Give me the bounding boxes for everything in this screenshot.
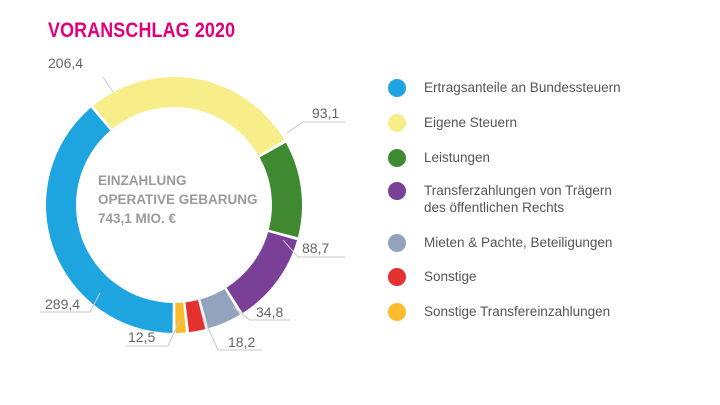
legend-swatch [388, 79, 406, 97]
leader-line [282, 239, 345, 258]
legend-swatch [388, 182, 406, 200]
donut-segment [226, 232, 298, 314]
legend-label: Ertragsanteile an Bundessteuern [424, 80, 621, 95]
center-text: OPERATIVE GEBARUNG [98, 192, 258, 207]
legend-item: Mieten & Pachte, Beteiligungen [388, 234, 684, 252]
leader-line [102, 76, 114, 93]
legend-swatch [388, 114, 406, 132]
legend-label: Sonstige Transfereinzahlungen [424, 304, 611, 319]
leader-line [126, 319, 181, 347]
donut-segment [175, 302, 186, 333]
leader-line [232, 306, 290, 321]
donut-segment [93, 77, 285, 156]
data-label: 206,4 [48, 55, 83, 71]
center-text: 743,1 MIO. € [98, 211, 177, 226]
legend-item: Eigene Steuern [388, 114, 684, 132]
center-text: EINZAHLUNG [98, 173, 187, 188]
data-label: 289,4 [45, 296, 80, 312]
legend-label: Eigene Steuern [424, 115, 518, 130]
donut-segment [185, 300, 206, 333]
legend-item: Ertragsanteile an Bundessteuern [388, 79, 684, 97]
donut-segment [200, 288, 240, 329]
data-label: 88,7 [302, 240, 329, 256]
legend-swatch [388, 234, 406, 252]
legend-label: Transferzahlungen von Trägern des öffent… [424, 183, 612, 215]
legend-swatch [388, 303, 406, 321]
legend-item: Sonstige [388, 268, 684, 286]
data-label: 34,8 [256, 304, 283, 320]
legend-label: Leistungen [424, 150, 491, 165]
legend-label: Sonstige [424, 269, 477, 284]
legend-item: Sonstige Transfereinzahlungen [388, 303, 684, 321]
legend-item: Leistungen [388, 149, 684, 167]
leader-line [202, 316, 262, 351]
legend-swatch [388, 149, 406, 167]
leader-line [40, 292, 101, 313]
donut-segment [259, 142, 302, 238]
data-label: 12,5 [128, 329, 155, 345]
data-label: 93,1 [312, 105, 339, 121]
legend-label: Mieten & Pachte, Beteiligungen [424, 235, 613, 250]
chart-title: VORANSCHLAG 2020 [48, 19, 236, 42]
legend-item: Transferzahlungen von Trägern des öffent… [388, 182, 614, 216]
legend-swatch [388, 268, 406, 286]
leader-line [286, 121, 345, 134]
donut-segment [46, 107, 173, 333]
data-label: 18,2 [228, 334, 255, 350]
